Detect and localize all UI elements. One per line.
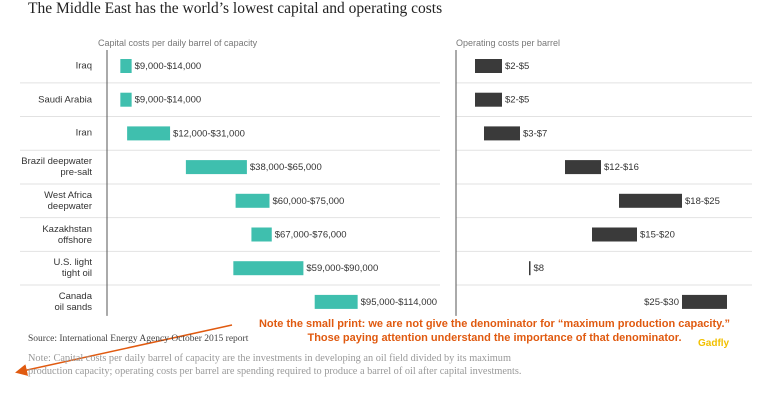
logo: Gadfly xyxy=(698,338,730,349)
category-label: Kazakhstan offshore xyxy=(42,223,92,246)
category-label: U.S. light tight oil xyxy=(53,257,92,280)
value-label: $12-$16 xyxy=(604,162,639,173)
range-bar xyxy=(592,227,637,242)
value-label: $2-$5 xyxy=(505,61,529,72)
value-label: $95,000-$114,000 xyxy=(361,297,437,308)
category-label: West Africa deepwater xyxy=(44,189,92,212)
category-label: Iran xyxy=(75,127,92,139)
value-label: $2-$5 xyxy=(505,95,529,106)
value-label: $9,000-$14,000 xyxy=(135,95,202,106)
range-bar xyxy=(619,193,682,208)
value-label: $3-$7 xyxy=(523,128,547,139)
range-bar xyxy=(475,59,502,73)
value-label: $12,000-$31,000 xyxy=(173,128,245,139)
range-bar xyxy=(251,227,272,242)
range-bar xyxy=(314,294,358,309)
range-bar xyxy=(120,59,132,73)
note: Note: Capital costs per daily barrel of … xyxy=(28,353,522,377)
value-label: $18-$25 xyxy=(685,196,720,207)
range-bar xyxy=(185,160,247,175)
source: Source: International Energy Agency Octo… xyxy=(28,334,249,344)
range-bar xyxy=(233,261,304,276)
value-label: $59,000-$90,000 xyxy=(306,263,378,274)
category-label: Iraq xyxy=(75,60,92,72)
range-bar xyxy=(565,160,601,175)
category-label: Saudi Arabia xyxy=(38,94,92,106)
range-bar xyxy=(127,126,171,141)
range-bar xyxy=(235,193,270,208)
chart-title: The Middle East has the world’s lowest c… xyxy=(28,0,443,17)
category-label: Canada oil sands xyxy=(54,290,93,313)
annotation-arrow xyxy=(15,324,233,376)
range-bar xyxy=(484,126,520,141)
value-label: $8 xyxy=(534,263,545,274)
range-bar xyxy=(529,261,531,276)
range-bar xyxy=(682,294,727,309)
range-bar xyxy=(120,92,132,107)
value-label: $38,000-$65,000 xyxy=(250,162,322,173)
panel-title: Capital costs per daily barrel of capaci… xyxy=(98,38,258,48)
value-label: $67,000-$76,000 xyxy=(275,230,347,241)
value-label: $15-$20 xyxy=(640,230,675,241)
category-label: Brazil deepwater pre-salt xyxy=(21,156,92,179)
value-label: $9,000-$14,000 xyxy=(135,61,202,72)
range-bar xyxy=(475,92,502,107)
value-label: $60,000-$75,000 xyxy=(273,196,345,207)
panel-title: Operating costs per barrel xyxy=(456,38,561,48)
annotation: Note the small print: we are not give th… xyxy=(258,318,731,344)
value-label: $25-$30 xyxy=(644,297,679,308)
